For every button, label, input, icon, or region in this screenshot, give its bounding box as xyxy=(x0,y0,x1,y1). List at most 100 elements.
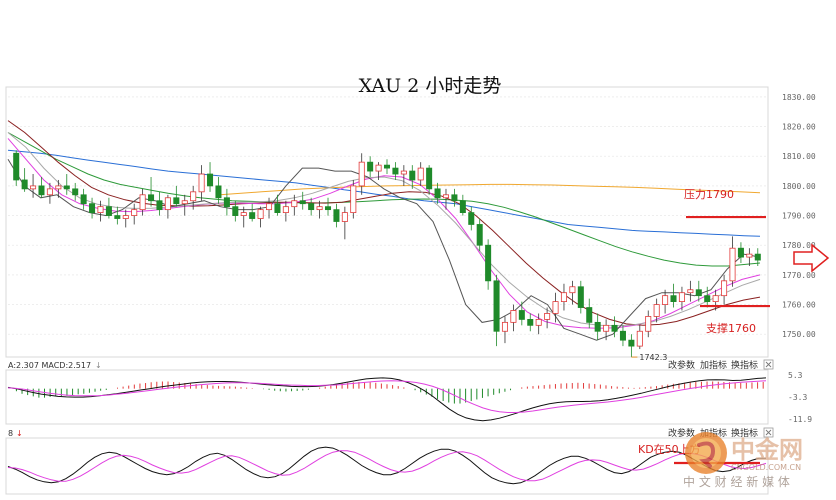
candle-body xyxy=(22,180,27,189)
candle-body xyxy=(384,165,389,168)
macd-add-indicator-button[interactable]: 加指标 xyxy=(700,359,727,371)
price-tick-label: 1780.00 xyxy=(782,241,816,250)
candle-body xyxy=(132,210,137,216)
macd-edit-params-button[interactable]: 改参数 xyxy=(668,359,695,371)
candle-body xyxy=(545,313,550,319)
candle-body xyxy=(123,216,128,219)
macd-switch-indicator-button[interactable]: 换指标 xyxy=(731,359,758,371)
candle-body xyxy=(393,168,398,174)
candle-body xyxy=(199,174,204,192)
candle-body xyxy=(401,171,406,174)
candle-body xyxy=(98,207,103,213)
candle-body xyxy=(216,186,221,198)
price-axis-ticks: 1830.001820.001810.001800.001790.001780.… xyxy=(782,93,816,339)
candle-body xyxy=(224,198,229,207)
candle-body xyxy=(317,207,322,210)
candle-body xyxy=(671,296,676,302)
watermark-domain: CNGOLD.COM.CN xyxy=(731,463,801,472)
candle-body xyxy=(30,186,35,189)
candle-body xyxy=(157,201,162,210)
candle-body xyxy=(511,311,516,323)
candle-body xyxy=(705,296,710,302)
candle-body xyxy=(115,216,120,219)
macd-toolbar: 改参数 加指标 换指标 xyxy=(668,359,773,371)
candle-body xyxy=(519,311,524,320)
resistance-label: 压力1790 xyxy=(684,188,734,201)
candle-body xyxy=(140,195,145,210)
low-label: 1742.3 xyxy=(639,353,667,362)
coin-logo-icon xyxy=(685,432,727,474)
candle-body xyxy=(351,186,356,213)
candle-body xyxy=(47,189,52,195)
price-tick-label: 1810.00 xyxy=(782,152,816,161)
kd-edit-params-button[interactable]: 改参数 xyxy=(668,427,695,439)
candle-body xyxy=(266,204,271,210)
candle-body xyxy=(502,322,507,331)
price-tick-label: 1820.00 xyxy=(782,123,816,132)
candle-body xyxy=(486,245,491,281)
candle-body xyxy=(207,174,212,186)
macd-close-icon[interactable] xyxy=(764,360,773,369)
candle-body xyxy=(561,293,566,302)
candle-body xyxy=(64,186,69,189)
candle-body xyxy=(292,201,297,207)
candle-body xyxy=(654,305,659,317)
candle-body xyxy=(696,290,701,296)
watermark-tagline: 中 文 财 经 新 媒 体 xyxy=(683,474,790,489)
candle-body xyxy=(452,195,457,201)
candle-body xyxy=(553,302,558,314)
candle-body xyxy=(578,287,583,308)
candle-body xyxy=(165,198,170,210)
candle-body xyxy=(612,325,617,331)
candle-body xyxy=(755,254,760,260)
candle-body xyxy=(713,296,718,302)
kd-panel: 8 ↓ 改参数 加指标 换指标 KD在50上方 xyxy=(6,427,773,494)
macd-axis-ticks: 5.3-3.3-11.9 xyxy=(788,371,812,424)
candle-body xyxy=(174,198,179,204)
candle-body xyxy=(106,207,111,216)
candle-body xyxy=(587,308,592,323)
candle-body xyxy=(275,204,280,213)
candle-body xyxy=(258,210,263,219)
candle-body xyxy=(241,213,246,216)
price-tick-label: 1790.00 xyxy=(782,212,816,221)
candle-body xyxy=(570,287,575,293)
macd-tick-label: 5.3 xyxy=(788,371,803,380)
candle-body xyxy=(629,340,634,346)
candle-body xyxy=(494,281,499,331)
candle-body xyxy=(359,162,364,186)
kd-arrow-icon: ↓ xyxy=(16,429,23,438)
candle-body xyxy=(443,195,448,198)
candle-body xyxy=(679,293,684,302)
candle-body xyxy=(595,322,600,331)
candle-body xyxy=(528,319,533,325)
candle-body xyxy=(376,165,381,171)
candle-body xyxy=(283,207,288,213)
candle-body xyxy=(469,213,474,225)
candle-body xyxy=(427,168,432,189)
candle-body xyxy=(603,325,608,331)
price-tick-label: 1770.00 xyxy=(782,271,816,280)
candle-body xyxy=(191,192,196,201)
macd-tick-label: -11.9 xyxy=(788,415,812,424)
candle-body xyxy=(477,224,482,245)
candle-body xyxy=(536,319,541,325)
candle-body xyxy=(334,210,339,222)
candle-body xyxy=(662,296,667,305)
candle-body xyxy=(81,195,86,204)
candle-body xyxy=(418,168,423,180)
watermark: 中金网 CNGOLD.COM.CN 中 文 财 经 新 媒 体 xyxy=(683,432,803,489)
candle-body xyxy=(250,213,255,219)
price-tick-label: 1750.00 xyxy=(782,330,816,339)
candle-body xyxy=(325,207,330,210)
candle-body xyxy=(747,254,752,257)
candle-body xyxy=(14,153,19,180)
support-label: 支撑1760 xyxy=(706,321,756,335)
candle-body xyxy=(342,213,347,222)
candle-body xyxy=(368,162,373,171)
watermark-brand: 中金网 xyxy=(731,436,803,464)
candle-body xyxy=(89,204,94,213)
candle-body xyxy=(721,281,726,296)
kd-label: 8 xyxy=(8,429,13,438)
